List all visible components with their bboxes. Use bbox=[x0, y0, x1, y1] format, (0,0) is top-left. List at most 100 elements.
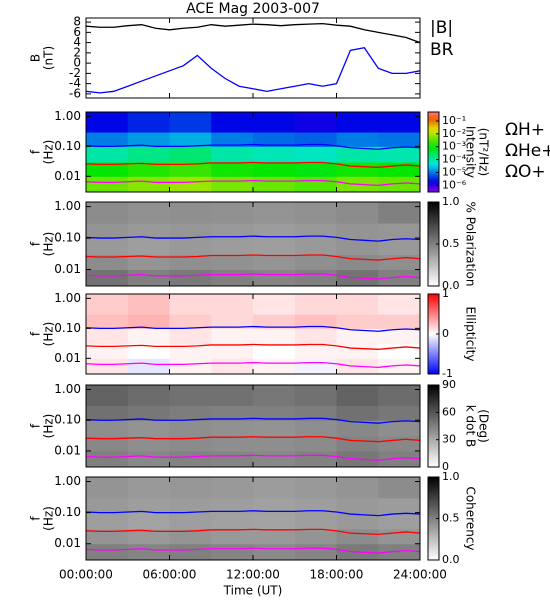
heatmap-cell bbox=[86, 477, 129, 499]
heatmap-cell bbox=[211, 314, 254, 329]
heatmap-cell bbox=[127, 238, 170, 256]
line bbox=[86, 343, 420, 350]
colorbar-label: (Deg) bbox=[477, 409, 491, 443]
heatmap-cell bbox=[169, 436, 212, 452]
heatmap-cell bbox=[294, 146, 337, 163]
heatmap-cell bbox=[253, 512, 296, 530]
heatmap-cell bbox=[211, 436, 254, 452]
x-tick-label: 06:00:00 bbox=[143, 568, 197, 582]
colorbar-tick-label: 1.0 bbox=[442, 470, 460, 483]
heatmap-cell bbox=[336, 497, 379, 514]
heatmap-cell bbox=[378, 497, 420, 514]
heatmap-cell bbox=[169, 450, 212, 467]
heatmap-cell bbox=[336, 314, 379, 329]
colorbar-tick-label: 90 bbox=[442, 378, 456, 391]
heatmap-cell bbox=[378, 420, 420, 437]
heatmap-cell bbox=[378, 528, 420, 545]
y-tick-label: 8 bbox=[73, 15, 81, 29]
heatmap-cell bbox=[336, 112, 379, 133]
heatmap-cell bbox=[211, 543, 254, 560]
heatmap-cell bbox=[378, 543, 420, 560]
heatmap-cell bbox=[211, 358, 254, 374]
heatmap-cell bbox=[169, 112, 212, 133]
heatmap-cell bbox=[169, 528, 212, 545]
heatmap-cell bbox=[253, 269, 296, 286]
heatmap-cell bbox=[127, 497, 170, 514]
heatmap-cell bbox=[253, 497, 296, 514]
colorbar-tick-label: 0.0 bbox=[442, 553, 460, 566]
heatmap-cell bbox=[294, 132, 337, 147]
colorbar-tick-label: 0 bbox=[442, 327, 449, 340]
y-axis-label: B bbox=[29, 54, 43, 62]
colorbar-tick-label: 10⁻⁶ bbox=[442, 178, 467, 191]
y-tick-label: 2 bbox=[73, 45, 81, 59]
heatmap-cell bbox=[336, 385, 379, 407]
heatmap-cell bbox=[127, 543, 170, 560]
heatmap-cell bbox=[127, 450, 170, 467]
y-tick-label: 0.10 bbox=[54, 505, 81, 519]
heatmap-cell bbox=[294, 512, 337, 530]
heatmap-cell bbox=[127, 344, 170, 359]
line bbox=[86, 47, 420, 94]
heatmap-cell bbox=[378, 328, 420, 345]
line bbox=[86, 528, 420, 536]
line bbox=[86, 417, 420, 424]
heatmap-cell bbox=[127, 132, 170, 147]
heatmap-cell bbox=[211, 420, 254, 437]
heatmap-cell bbox=[211, 238, 254, 256]
heatmap-cell bbox=[86, 528, 129, 545]
y-tick-label: -4 bbox=[69, 76, 81, 90]
heatmap-cell bbox=[294, 269, 337, 286]
colorbar-tick-label: 0 bbox=[442, 460, 449, 473]
y-tick-label: 0.01 bbox=[54, 262, 81, 276]
heatmap-cell bbox=[253, 328, 296, 345]
y-tick-label: 1.00 bbox=[54, 474, 81, 488]
y-axis-label: f bbox=[29, 423, 43, 428]
colorbar bbox=[427, 111, 440, 193]
plot-frame bbox=[85, 17, 421, 99]
heatmap-cell bbox=[86, 254, 129, 271]
heatmap-cell bbox=[253, 450, 296, 467]
heatmap-cell bbox=[336, 528, 379, 545]
heatmap-cell bbox=[336, 405, 379, 421]
y-tick-label: 0.10 bbox=[54, 139, 81, 153]
heatmap-cell bbox=[294, 328, 337, 345]
heatmap-cell bbox=[294, 223, 337, 239]
heatmap-cell bbox=[253, 162, 296, 177]
heatmap-cell bbox=[378, 112, 420, 133]
heatmap-cell bbox=[169, 385, 212, 407]
heatmap-cell bbox=[86, 314, 129, 329]
heatmap-cell bbox=[127, 328, 170, 345]
heatmap-cell bbox=[294, 405, 337, 421]
line bbox=[86, 361, 420, 369]
heatmap-cell bbox=[86, 328, 129, 345]
heatmap-cell bbox=[211, 132, 254, 147]
heatmap-cell bbox=[169, 420, 212, 437]
heatmap-cell bbox=[86, 420, 129, 437]
heatmap-cell bbox=[211, 202, 254, 224]
line bbox=[86, 454, 420, 461]
colorbar-tick-label: 0.0 bbox=[442, 279, 460, 292]
heatmap-cell bbox=[253, 112, 296, 133]
heatmap-cell bbox=[127, 512, 170, 530]
heatmap-cell bbox=[127, 269, 170, 286]
heatmap-cell bbox=[378, 405, 420, 421]
heatmap-cell bbox=[86, 238, 129, 256]
y-axis-label: f bbox=[29, 241, 43, 246]
heatmap-cell bbox=[336, 294, 379, 315]
heatmap-cell bbox=[127, 314, 170, 329]
x-tick-label: 18:00:00 bbox=[310, 568, 364, 582]
y-tick-label: -2 bbox=[69, 66, 81, 80]
heatmap-cell bbox=[378, 450, 420, 467]
legend-label: BR bbox=[430, 40, 454, 60]
heatmap-cell bbox=[294, 450, 337, 467]
line bbox=[86, 143, 420, 150]
heatmap-cell bbox=[86, 223, 129, 239]
heatmap-cell bbox=[294, 112, 337, 133]
colorbar-tick-label: 1.0 bbox=[442, 195, 460, 208]
heatmap-cell bbox=[211, 162, 254, 177]
y-tick-label: 0.10 bbox=[54, 321, 81, 335]
y-axis-label: (Hz) bbox=[42, 140, 56, 165]
line bbox=[86, 436, 420, 443]
